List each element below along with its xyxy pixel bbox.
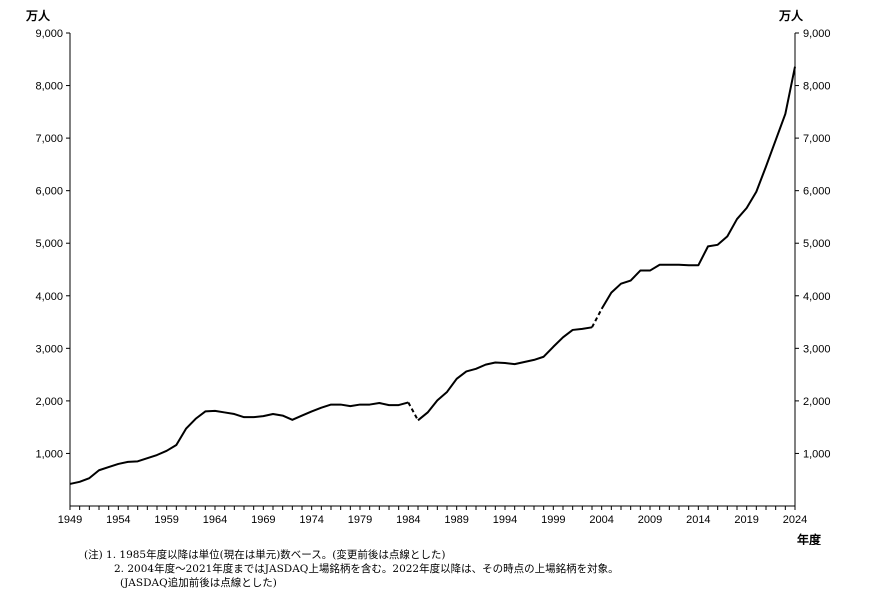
x-tick-label: 1999 [541,514,565,526]
x-tick-label: 2014 [686,514,710,526]
footnote-1: (注) 1. 1985年度以降は単位(現在は単元)数ベース。(変更前後は点線とし… [84,549,446,561]
x-tick-label: 2019 [734,514,758,526]
series-line-segment [417,326,593,422]
line-chart: 1,000 2,000 3,000 4,000 5,000 6,000 7,000 8,000… [25,8,831,545]
x-tick-label: 1994 [493,514,517,526]
x-tick-label: 1959 [154,514,178,526]
x-tick-label: 1954 [106,514,130,526]
y-tick-label-left: 7,000 [35,133,63,145]
y-unit-right-label: 万人 [778,8,804,23]
y-tick-label-left: 1,000 [35,448,63,460]
y-tick-label-right: 1,000 [803,448,831,460]
series-lines [69,66,796,485]
x-tick-label: 1949 [58,514,82,526]
footnote-3: (JASDAQ追加前後は点線とした) [120,577,277,589]
series-line-segment [600,66,796,310]
y-tick-label-right: 5,000 [803,238,831,250]
x-tick-label: 1979 [348,514,372,526]
x-tick-label: 1969 [251,514,275,526]
x-axis: 1949 1954 1959 1964 1969 1974 1979 1984 1989 1994… [58,506,807,526]
y-tick-label-right: 3,000 [803,343,831,355]
y-tick-label-left: 6,000 [35,186,63,198]
x-tick-label: 1989 [444,514,468,526]
y-tick-label-left: 2,000 [35,396,63,408]
y-unit-left-label: 万人 [25,8,51,23]
x-tick-label: 1974 [299,514,323,526]
y-tick-label-right: 2,000 [803,396,831,408]
x-tick-label: 1984 [396,514,420,526]
y-axis-left: 1,000 2,000 3,000 4,000 5,000 6,000 7,000 8,000… [35,28,70,460]
y-tick-label-left: 3,000 [35,343,63,355]
series-line-dashed-segment [591,308,603,328]
x-tick-label: 2004 [589,514,613,526]
y-tick-label-left: 5,000 [35,238,63,250]
series-line-dashed-segment [407,401,419,421]
y-tick-label-right: 6,000 [803,186,831,198]
axes [69,33,796,507]
x-tick-label: 1964 [203,514,227,526]
series-line-segment [69,401,409,485]
y-tick-label-left: 9,000 [35,28,63,40]
y-tick-label-right: 4,000 [803,291,831,303]
y-tick-label-right: 9,000 [803,28,831,40]
footnotes: (注) 1. 1985年度以降は単位(現在は単元)数ベース。(変更前後は点線とし… [84,548,619,590]
y-tick-label-right: 7,000 [803,133,831,145]
x-tick-label: 2009 [638,514,662,526]
x-axis-label: 年度 [797,532,822,545]
y-tick-label-left: 4,000 [35,291,63,303]
y-tick-label-left: 8,000 [35,81,63,93]
y-tick-label-right: 8,000 [803,81,831,93]
y-axis-right: 1,000 2,000 3,000 4,000 5,000 6,000 7,000 8,000… [795,28,831,460]
x-tick-label: 2024 [783,514,807,526]
footnote-2: 2. 2004年度～2021年度まではJASDAQ上場銘柄を含む。2022年度以… [114,563,619,575]
